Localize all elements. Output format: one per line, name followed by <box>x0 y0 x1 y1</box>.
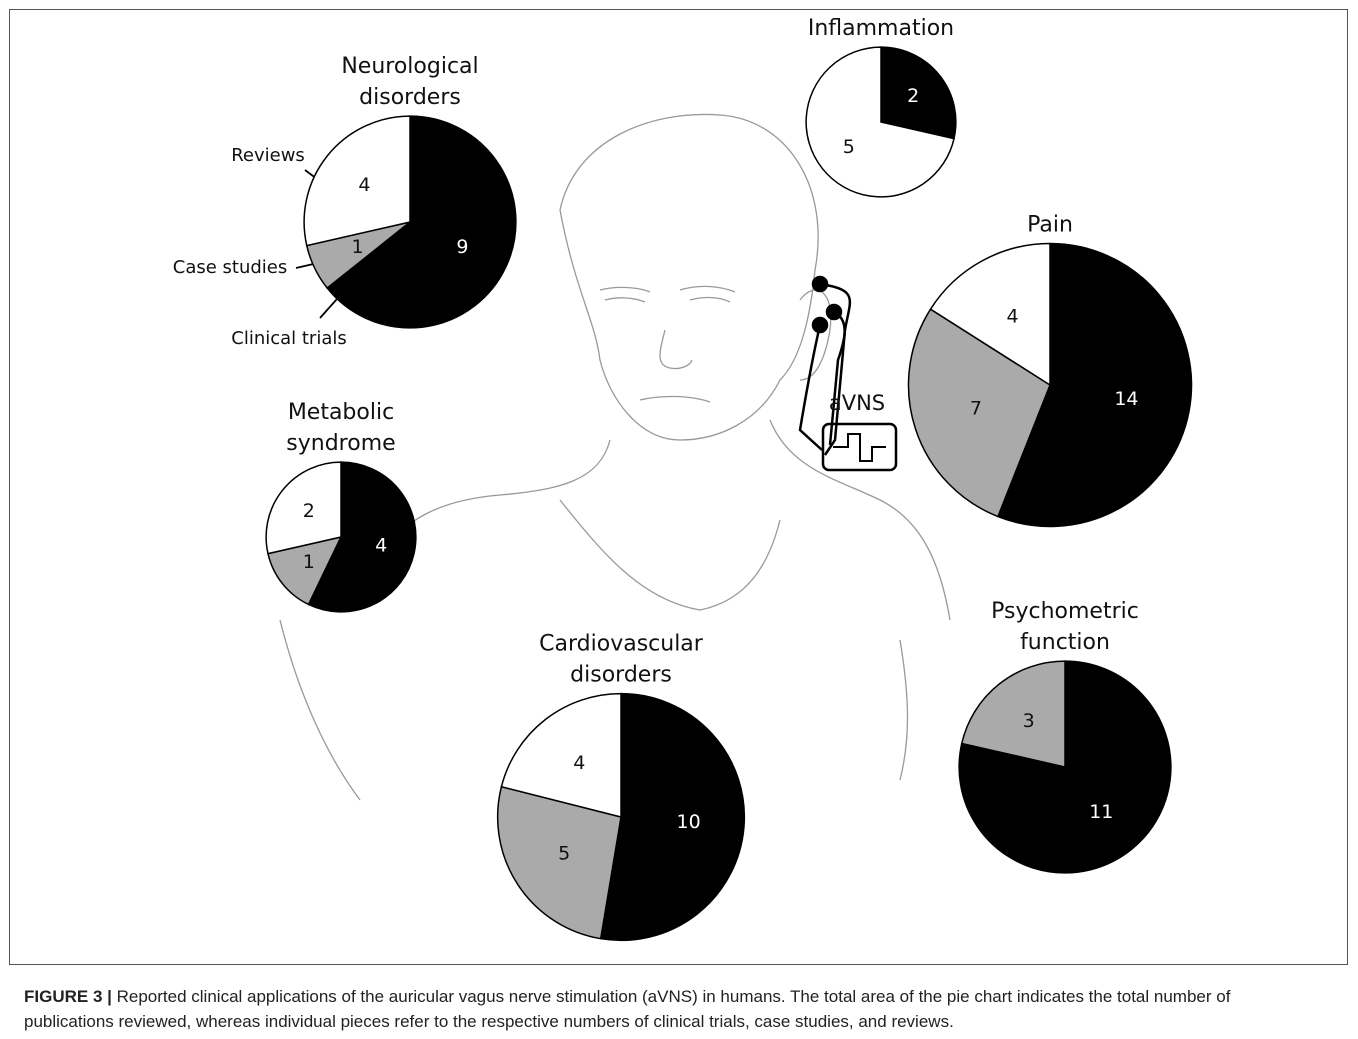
slice-label: 10 <box>677 811 701 833</box>
caption: FIGURE 3 | Reported clinical application… <box>24 984 1324 1034</box>
slice-label: 4 <box>375 535 387 557</box>
pie-title: syndrome <box>286 431 395 456</box>
slice-label: 1 <box>351 236 363 258</box>
slice-label: 5 <box>558 843 570 865</box>
pie-title: Pain <box>1027 213 1073 238</box>
slice-label: 14 <box>1114 388 1138 410</box>
slice-label: 5 <box>843 136 855 158</box>
pie-slice <box>304 116 410 245</box>
category-label: Clinical trials <box>231 328 347 349</box>
slice-label: 9 <box>456 236 468 258</box>
pie-title: Cardiovascular <box>539 632 704 657</box>
caption-label: FIGURE 3 | <box>24 987 112 1006</box>
slice-label: 4 <box>573 752 585 774</box>
pie-title: Metabolic <box>288 400 394 425</box>
pie-slice <box>601 694 745 941</box>
device-label: aVNS <box>829 391 885 415</box>
category-label: Case studies <box>173 257 288 278</box>
pie-title: Psychometric <box>991 599 1139 624</box>
slice-label: 4 <box>1006 305 1018 327</box>
slice-label: 2 <box>907 85 919 107</box>
pie-title: function <box>1020 630 1110 655</box>
category-label: Reviews <box>231 145 305 166</box>
slice-label: 1 <box>303 551 315 573</box>
pie-title: disorders <box>570 663 672 688</box>
pie-title: Neurological <box>341 54 478 79</box>
slice-label: 4 <box>358 174 370 196</box>
slice-label: 11 <box>1089 801 1113 823</box>
caption-text: Reported clinical applications of the au… <box>24 987 1230 1031</box>
page: aVNS 914NeurologicaldisordersClinical tr… <box>0 0 1358 1039</box>
pie-title: Inflammation <box>808 16 954 41</box>
slice-label: 2 <box>303 500 315 522</box>
slice-label: 7 <box>970 398 982 420</box>
slice-label: 3 <box>1023 710 1035 732</box>
pie-title: disorders <box>359 85 461 110</box>
